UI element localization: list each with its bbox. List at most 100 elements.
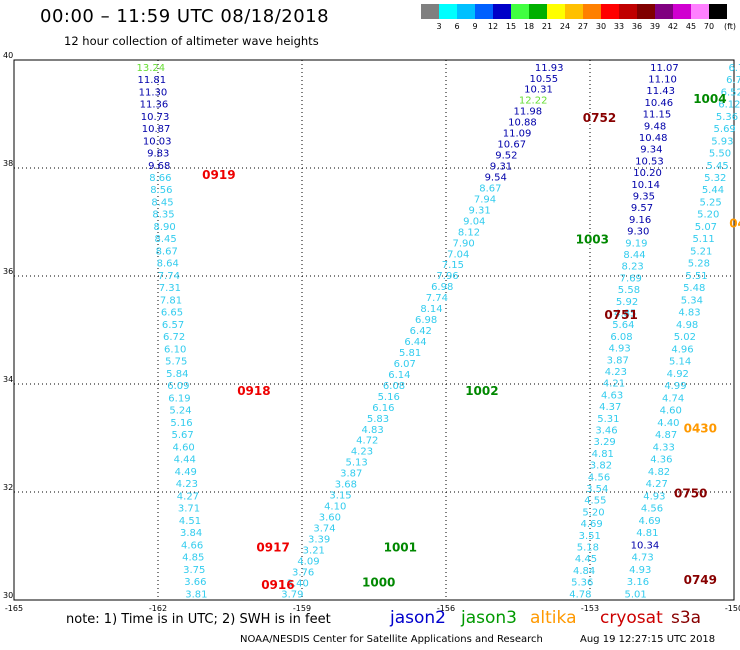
wave-height-value: 7.15: [442, 260, 464, 271]
pass-time-label: 1001: [384, 540, 417, 554]
wave-height-value: 4.87: [655, 430, 677, 441]
x-tick-label: -156: [437, 604, 455, 613]
wave-height-value: 13.24: [136, 63, 165, 74]
wave-height-value: 9.83: [147, 149, 169, 160]
pass-time-label: 0751: [604, 308, 637, 322]
wave-height-value: 8.64: [157, 259, 179, 270]
satellite-altika: altika: [530, 608, 577, 628]
wave-height-value: 5.36: [716, 112, 738, 123]
wave-height-value: 3.51: [579, 531, 601, 542]
wave-height-value: 4.85: [614, 309, 636, 320]
wave-height-value: 3.40: [287, 578, 309, 589]
wave-height-value: 5.25: [699, 197, 721, 208]
plot-frame: [13, 59, 735, 601]
wave-height-value: 9.48: [644, 121, 666, 132]
satellite-cryosat: cryosat: [600, 608, 663, 628]
wave-height-value: 11.09: [503, 129, 532, 140]
wave-height-value: 9.16: [629, 215, 651, 226]
pass-time-label: 0750: [674, 486, 707, 500]
legend-swatch: [673, 4, 691, 19]
wave-height-value: 3.29: [594, 437, 616, 448]
legend-swatch: [439, 4, 457, 19]
legend-label: 42: [667, 22, 679, 31]
wave-height-value: 4.49: [175, 467, 197, 478]
wave-height-value: 7.96: [436, 271, 458, 282]
x-tick-label: -159: [293, 604, 311, 613]
wave-height-value: 9.19: [625, 238, 647, 249]
wave-height-value: 6.52: [721, 87, 740, 98]
y-tick-label: 36: [3, 267, 13, 276]
satellite-jason3: jason3: [461, 608, 517, 628]
wave-height-value: 5.45: [707, 161, 729, 172]
wave-height-value: 4.93: [629, 565, 651, 576]
wave-height-value: 4.92: [667, 369, 689, 380]
wave-height-value: 4.69: [580, 519, 602, 530]
legend-swatch: [547, 4, 565, 19]
wave-height-value: 4.23: [351, 447, 373, 458]
wave-height-value: 3.54: [586, 484, 608, 495]
wave-height-value: 10.48: [639, 133, 668, 144]
wave-height-value: 11.43: [646, 86, 675, 97]
wave-height-value: 4.23: [605, 367, 627, 378]
wave-height-value: 5.44: [702, 185, 724, 196]
wave-height-value: 8.14: [420, 304, 442, 315]
wave-height-value: 8.90: [153, 222, 175, 233]
wave-height-value: 4.83: [678, 308, 700, 319]
wave-height-value: 4.51: [179, 516, 201, 527]
wave-height-value: 10.03: [143, 136, 172, 147]
wave-height-value: 10.55: [530, 74, 559, 85]
wave-height-value: 3.87: [340, 469, 362, 480]
wave-height-value: 4.10: [324, 502, 346, 513]
wave-height-value: 5.81: [399, 348, 421, 359]
wave-height-value: 4.73: [631, 553, 653, 564]
wave-height-value: 4.37: [599, 402, 621, 413]
wave-height-value: 5.16: [378, 392, 400, 403]
wave-height-value: 4.82: [648, 467, 670, 478]
legend-swatch: [457, 4, 475, 19]
wave-height-value: 7.74: [426, 293, 448, 304]
wave-height-value: 3.66: [184, 577, 206, 588]
wave-height-value: 5.69: [714, 124, 736, 135]
credit-line: NOAA/NESDIS Center for Satellite Applica…: [240, 634, 543, 645]
satellite-jason2: jason2: [390, 608, 446, 628]
wave-height-value: 7.81: [160, 295, 182, 306]
legend-swatch: [511, 4, 529, 19]
wave-height-value: 8.44: [623, 250, 645, 261]
wave-height-value: 8.35: [152, 210, 174, 221]
wave-height-value: 8.45: [155, 234, 177, 245]
wave-height-value: 3.75: [183, 565, 205, 576]
wave-height-value: 10.67: [497, 140, 526, 151]
wave-height-value: 5.50: [709, 149, 731, 160]
legend-label: 12: [487, 22, 499, 31]
wave-height-value: 5.13: [345, 458, 367, 469]
wave-height-value: 6.44: [404, 337, 426, 348]
wave-height-value: 9.34: [640, 145, 662, 156]
wave-height-value: 4.81: [636, 528, 658, 539]
wave-height-value: 4.78: [569, 589, 591, 600]
wave-height-value: 6.14: [388, 370, 410, 381]
wave-height-value: 5.93: [711, 136, 733, 147]
wave-height-value: 8.12: [458, 227, 480, 238]
x-tick-label: -162: [149, 604, 167, 613]
wave-height-value: 11.93: [535, 63, 564, 74]
wave-height-value: 9.35: [633, 192, 655, 203]
wave-height-value: 5.58: [618, 285, 640, 296]
legend-swatch: [493, 4, 511, 19]
y-tick-label: 30: [3, 591, 13, 600]
wave-height-value: 5.75: [165, 357, 187, 368]
plot-title: 00:00 – 11:59 UTC 08/18/2018: [40, 6, 330, 27]
legend-swatch: [637, 4, 655, 19]
y-tick-label: 32: [3, 483, 13, 492]
wave-height-value: 3.81: [185, 589, 207, 600]
legend-swatch: [691, 4, 709, 19]
legend-label: 70: [703, 22, 715, 31]
legend-label: 9: [472, 22, 478, 31]
wave-height-value: 10.20: [633, 168, 662, 179]
wave-height-value: 5.51: [685, 271, 707, 282]
y-tick-label: 38: [3, 159, 13, 168]
wave-height-value: 5.32: [704, 173, 726, 184]
wave-height-value: 5.48: [683, 283, 705, 294]
wave-height-value: 11.36: [140, 100, 169, 111]
wave-height-value: 7.04: [447, 249, 469, 260]
wave-height-value: 8.45: [151, 197, 173, 208]
